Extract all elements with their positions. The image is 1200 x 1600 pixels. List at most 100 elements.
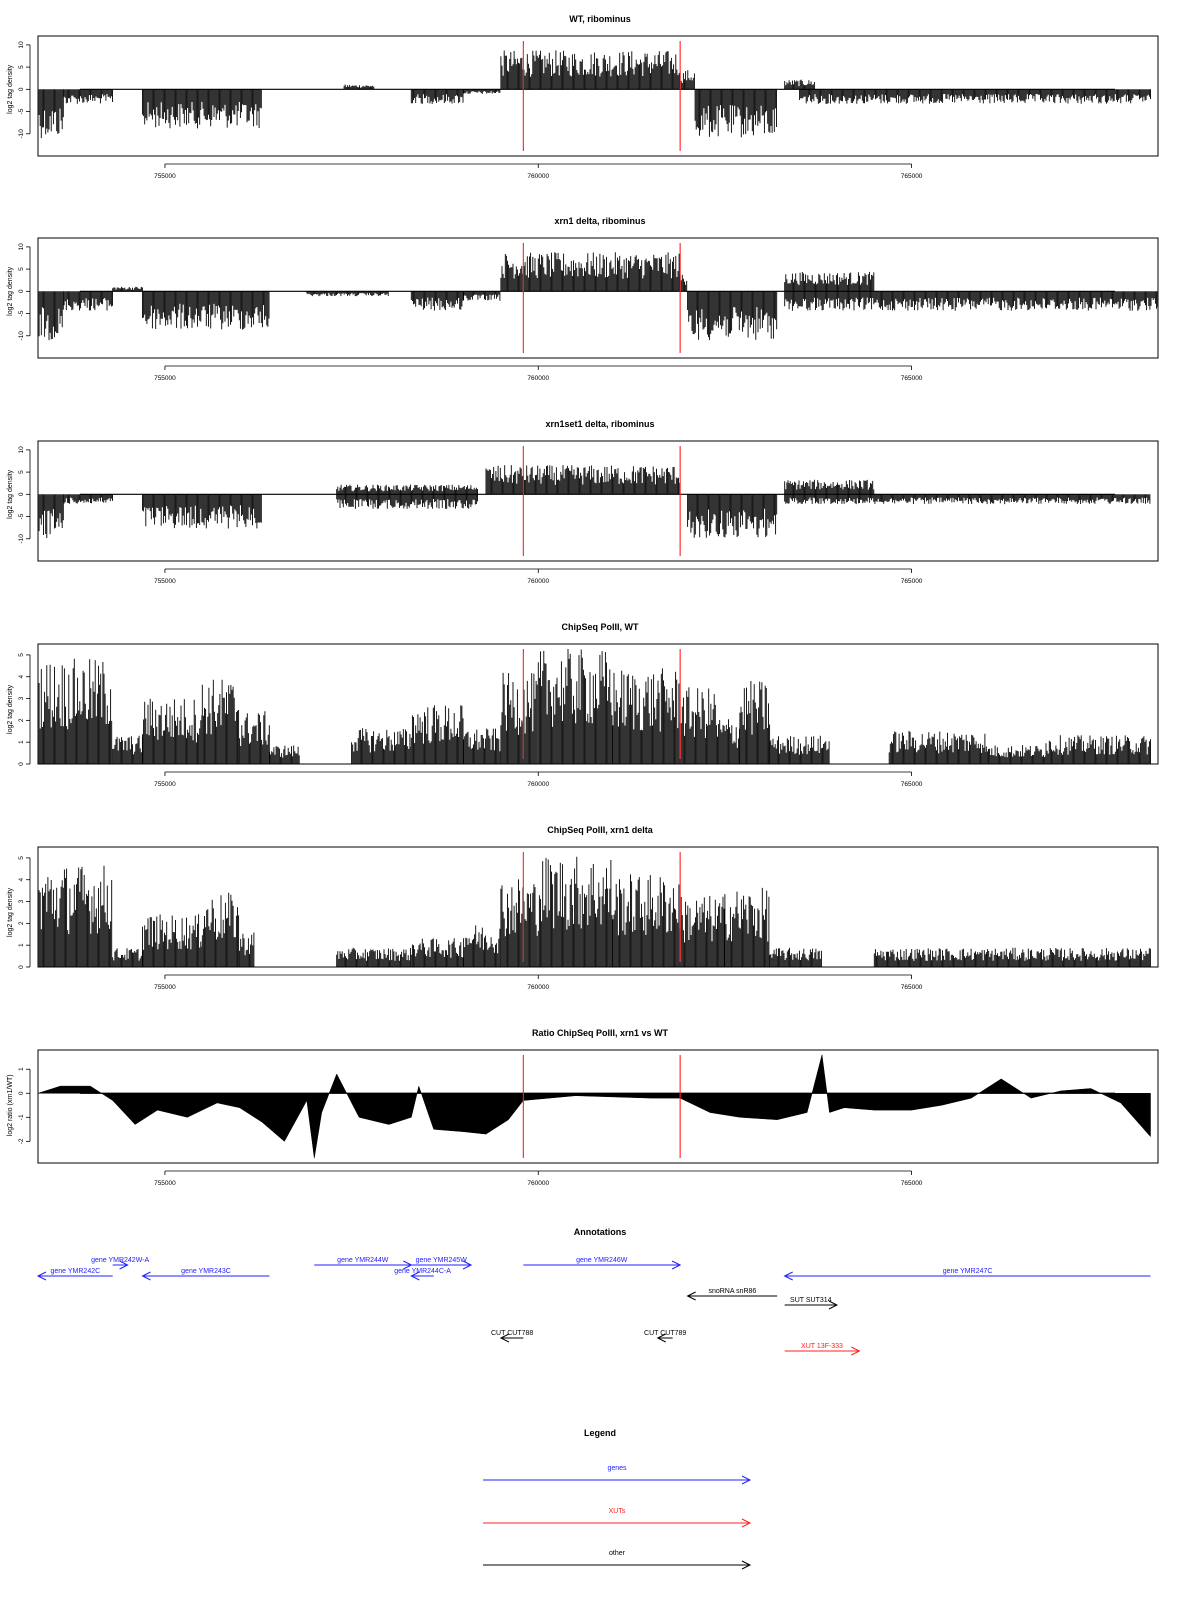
panel-4-segment-11 (679, 896, 725, 967)
panel-2-segment-3 (336, 484, 478, 495)
panel-0-y-tick-label: -10 (18, 129, 25, 139)
panel-0-segment-5 (463, 89, 501, 94)
panel-0-segment-1 (63, 89, 113, 104)
panel-5-title: Ratio ChipSeq PolII, xrn1 vs WT (532, 1028, 669, 1038)
panel-1-segment-6 (463, 291, 501, 301)
panel-0-x-tick-label: 765000 (901, 173, 923, 180)
panel-1-y-tick-label: 0 (18, 289, 25, 293)
panel-0-segment-8 (694, 89, 777, 138)
panel-3-segment-6 (351, 728, 412, 764)
panel-1-segment-8 (679, 274, 688, 292)
annotation-arrowhead-0 (36, 1271, 47, 1281)
panel-4-segment-9 (537, 856, 613, 967)
annotation-label-2: gene YMR243C (181, 1268, 231, 1275)
panel-3-segment-2 (142, 698, 203, 764)
panel-4-title: ChipSeq PolII, xrn1 delta (547, 825, 654, 835)
panel-2-x-tick-label: 765000 (901, 578, 923, 585)
panel-0-segment-6 (500, 50, 680, 90)
legend-label-2: other (609, 1550, 626, 1557)
panel-2-x-tick-label: 755000 (154, 578, 176, 585)
panel-4-y-tick-label: 1 (18, 943, 25, 947)
annotation-label-11: CUT CUT789 (644, 1330, 686, 1337)
legend-arrowhead-0 (741, 1475, 752, 1485)
panel-1-segment-2 (112, 286, 143, 292)
annotation-label-8: snoRNA snR86 (708, 1288, 756, 1295)
legend-label-0: genes (607, 1465, 627, 1472)
annotation-label-3: gene YMR244W (337, 1257, 389, 1264)
panel-3-segment-12 (679, 687, 717, 764)
panel-2-segment-6 (687, 494, 778, 538)
panel-3-segment-11 (612, 668, 681, 764)
panel-3-x-tick-label: 755000 (154, 781, 176, 788)
annotation-label-10: CUT CUT788 (491, 1330, 533, 1337)
panel-3-y-tick-label: 0 (18, 762, 25, 766)
panel-3-x-tick-label: 760000 (527, 781, 549, 788)
annotation-arrowhead-9 (828, 1300, 839, 1310)
panel-4-segment-6 (410, 938, 464, 967)
panel-3-y-tick-label: 5 (18, 653, 25, 657)
panel-4-segment-1 (112, 948, 143, 967)
panel-0-x-tick-label: 760000 (527, 173, 549, 180)
panel-3-segment-18 (1045, 735, 1151, 764)
legend-arrowhead-2 (741, 1560, 752, 1570)
panel-4-x-tick-label: 760000 (527, 984, 549, 991)
panel-0-segment-10 (799, 89, 1151, 104)
panel-4-x-tick-label: 755000 (154, 984, 176, 991)
panel-3-y-tick-label: 2 (18, 718, 25, 722)
panel-5-x-tick-label: 765000 (901, 1180, 923, 1187)
panel-2-title: xrn1set1 delta, ribominus (545, 419, 654, 429)
panel-3-segment-8 (463, 728, 501, 764)
panel-0-y-label: log2 tag density (7, 64, 14, 114)
panel-2-y-tick-label: -5 (18, 513, 25, 519)
annotation-arrowhead-4 (410, 1271, 420, 1281)
panel-2-segment-1 (63, 494, 113, 504)
panel-2-x-tick-label: 760000 (527, 578, 549, 585)
annotation-label-9: SUT SUT314 (790, 1297, 832, 1304)
panel-4-segment-0 (37, 865, 113, 967)
panel-4-segment-8 (500, 879, 538, 967)
panel-3-segment-9 (500, 672, 538, 764)
panel-1-y-tick-label: 10 (18, 243, 25, 251)
panel-5-y-tick-label: -1 (18, 1114, 25, 1120)
legend-arrowhead-1 (741, 1518, 752, 1528)
panel-2-y-label: log2 tag density (7, 469, 14, 519)
panel-1-x-tick-label: 760000 (527, 375, 549, 382)
panel-4-segment-12 (724, 887, 770, 967)
panel-4-y-tick-label: 0 (18, 965, 25, 969)
panel-3-segment-10 (537, 649, 613, 764)
panel-4-segment-14 (873, 947, 1151, 967)
panel-3-segment-7 (410, 705, 464, 764)
panel-1-segment-11 (784, 291, 1159, 311)
panel-4-segment-3 (201, 892, 240, 967)
panel-4-segment-5 (336, 947, 411, 967)
panel-1-x-tick-label: 755000 (154, 375, 176, 382)
panel-3-y-tick-label: 4 (18, 675, 25, 679)
panel-2-segment-7 (784, 479, 875, 495)
panel-2-y-tick-label: -10 (18, 534, 25, 544)
panel-3-y-label: log2 tag density (7, 684, 14, 734)
panel-4-y-tick-label: 5 (18, 856, 25, 860)
legend-title: Legend (584, 1428, 616, 1438)
panel-4-x-tick-label: 765000 (901, 984, 923, 991)
panel-1-y-tick-label: -10 (18, 331, 25, 341)
annotation-arrowhead-6 (671, 1260, 682, 1270)
panel-1-y-label: log2 tag density (7, 266, 14, 316)
panel-5-y-label: log2 ratio (xrn1/WT) (7, 1074, 14, 1136)
panel-3-segment-1 (112, 735, 143, 764)
panel-3-segment-4 (239, 711, 270, 764)
panel-4-segment-10 (612, 874, 681, 967)
annotation-arrowhead-5 (462, 1260, 473, 1270)
panel-4-y-tick-label: 4 (18, 878, 25, 882)
panel-4-y-label: log2 tag density (7, 887, 14, 937)
panel-4-segment-13 (769, 947, 822, 967)
annotation-arrowhead-11 (656, 1333, 666, 1343)
annotation-label-1: gene YMR242W-A (91, 1257, 149, 1264)
panel-4-segment-7 (463, 925, 501, 967)
panel-3-title: ChipSeq PolII, WT (562, 622, 639, 632)
annotation-arrowhead-12 (851, 1346, 861, 1356)
panel-2-segment-4 (336, 494, 478, 509)
panel-1-segment-9 (687, 291, 778, 340)
panel-4-segment-2 (142, 914, 203, 967)
annotation-arrowhead-2 (141, 1271, 151, 1281)
